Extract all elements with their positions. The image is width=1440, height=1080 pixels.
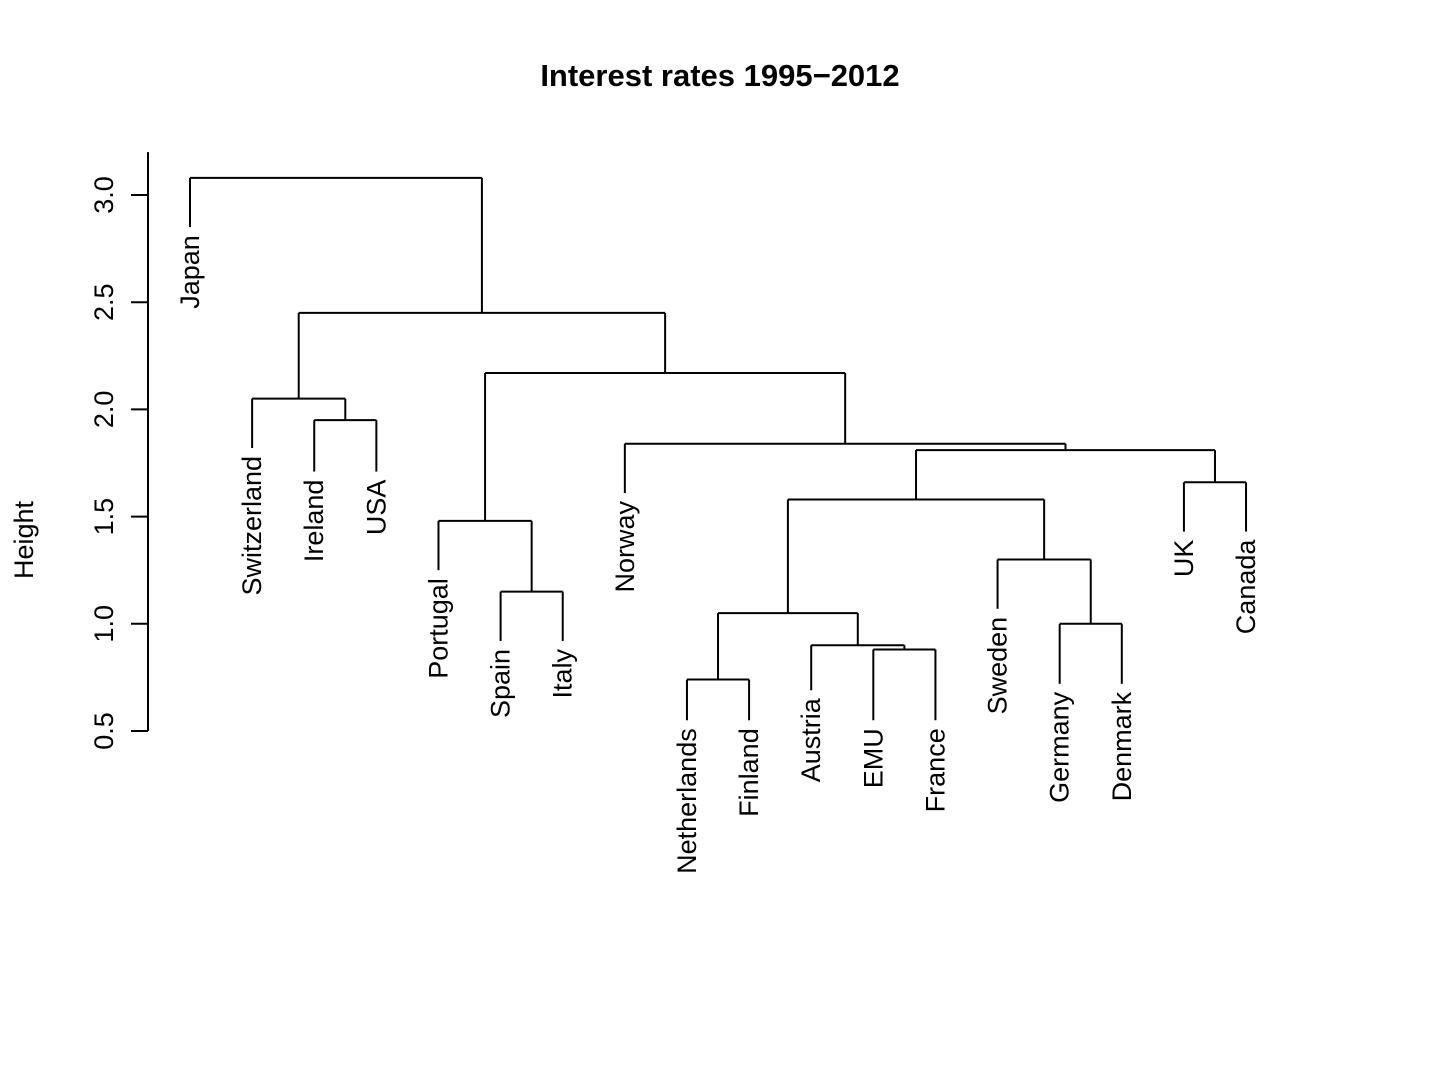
leaf-label: Sweden: [983, 617, 1013, 715]
leaf-label: USA: [361, 480, 391, 536]
y-tick-label: 3.0: [89, 176, 119, 214]
leaf-label: Canada: [1231, 539, 1261, 635]
leaf-label: Japan: [175, 235, 205, 309]
leaf-label: France: [920, 728, 950, 812]
y-axis-label: Height: [9, 500, 39, 579]
leaf-label: UK: [1169, 540, 1199, 578]
y-tick-label: 0.5: [89, 712, 119, 750]
y-tick-label: 2.0: [89, 391, 119, 429]
leaf-label: Italy: [548, 648, 578, 698]
dendrogram-tree: [189, 176, 1248, 721]
leaf-label: Austria: [796, 697, 826, 782]
leaf-label: Portugal: [423, 578, 453, 679]
leaf-label: Switzerland: [237, 456, 267, 596]
y-axis: 0.5 1.0 1.5 2.0 2.5 3.0: [89, 152, 149, 750]
leaf-label: Germany: [1045, 691, 1075, 803]
leaf-label: Netherlands: [672, 728, 702, 874]
leaf-label: Denmark: [1107, 691, 1137, 801]
y-tick-label: 2.5: [89, 283, 119, 321]
leaf-label: Ireland: [299, 480, 329, 563]
leaf-label: EMU: [858, 728, 888, 788]
leaf-label: Spain: [486, 649, 516, 718]
chart-title: Interest rates 1995−2012: [540, 58, 899, 93]
leaf-label: Finland: [734, 728, 764, 817]
y-tick-label: 1.5: [89, 498, 119, 536]
y-tick-label: 1.0: [89, 605, 119, 643]
leaf-label: Norway: [610, 501, 640, 593]
leaf-labels: Japan Switzerland Ireland USA Portugal Spain I…: [175, 235, 1261, 874]
